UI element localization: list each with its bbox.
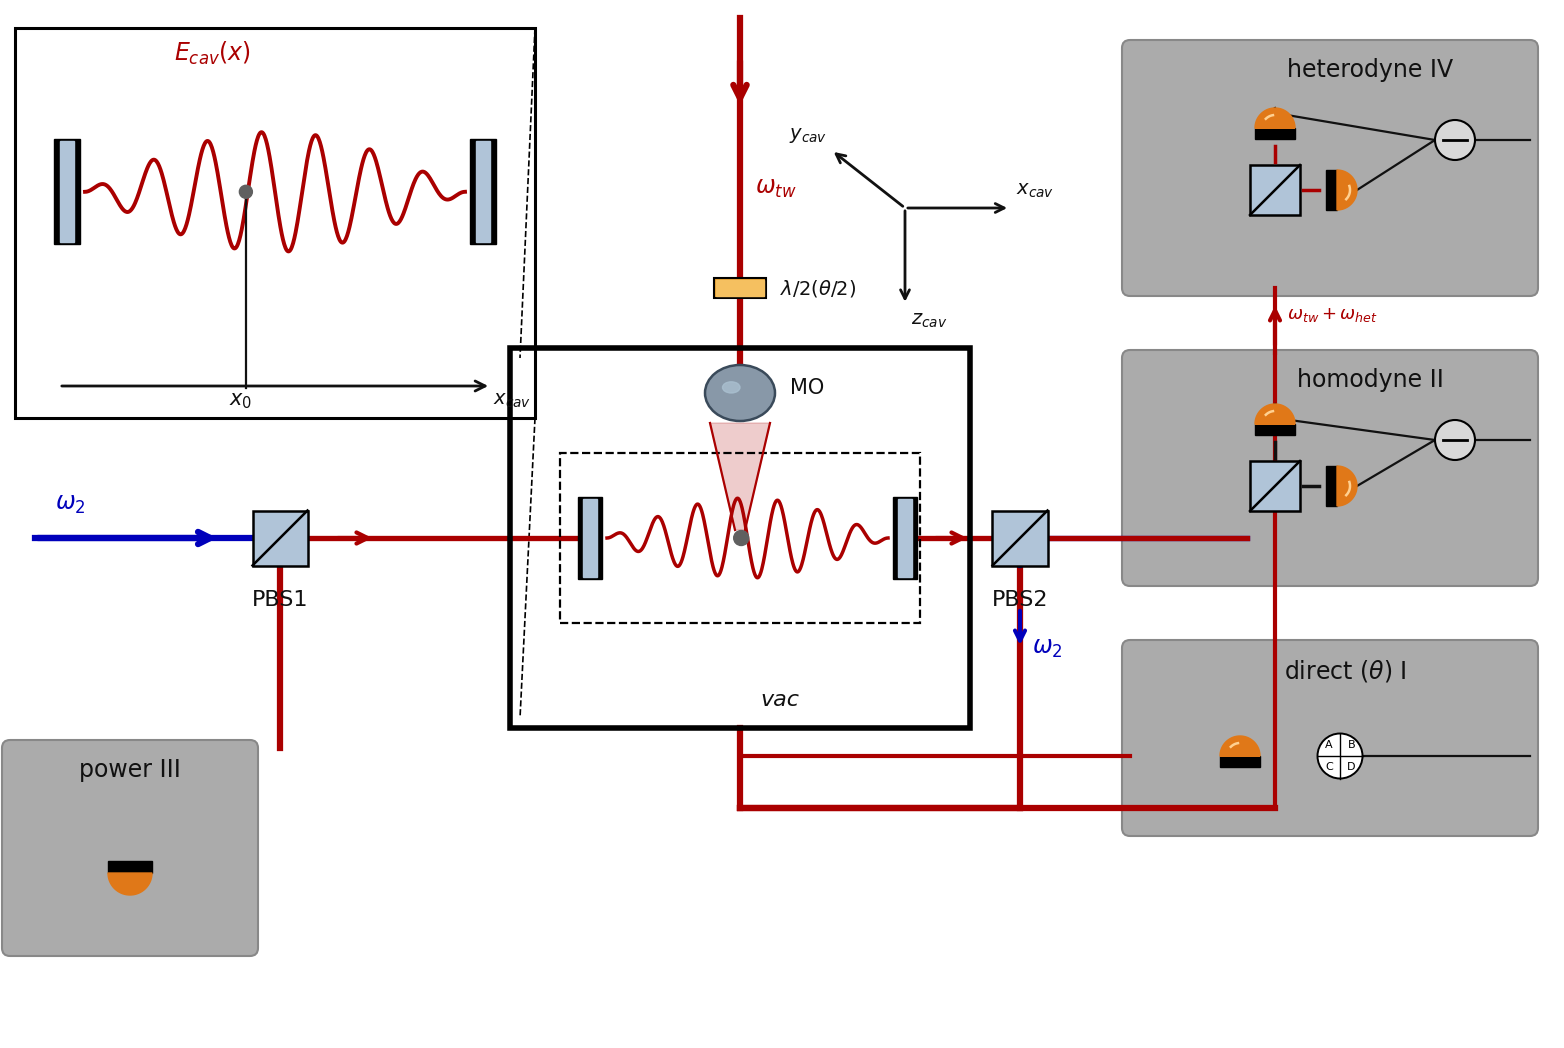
Text: $x_{cav}$: $x_{cav}$ <box>493 391 532 410</box>
Text: direct $(\theta)$ I: direct $(\theta)$ I <box>1284 658 1406 684</box>
Circle shape <box>734 530 749 546</box>
Ellipse shape <box>723 381 740 393</box>
Bar <box>252 510 308 566</box>
Text: C: C <box>1325 762 1333 772</box>
Bar <box>59 141 74 242</box>
Text: $x_{cav}$: $x_{cav}$ <box>1017 181 1054 200</box>
Bar <box>510 348 970 728</box>
Bar <box>893 497 917 578</box>
Circle shape <box>1436 121 1475 160</box>
Text: $E_{cav}(x)$: $E_{cav}(x)$ <box>174 40 252 67</box>
Polygon shape <box>1254 405 1295 424</box>
Text: PBS2: PBS2 <box>992 590 1048 610</box>
Polygon shape <box>1337 466 1358 506</box>
Bar <box>16 28 535 418</box>
Circle shape <box>239 185 252 198</box>
Bar <box>1254 424 1295 435</box>
Bar <box>471 139 496 244</box>
Text: vac: vac <box>760 690 799 709</box>
Bar <box>475 141 490 242</box>
FancyBboxPatch shape <box>1121 640 1537 836</box>
Text: MO: MO <box>790 378 824 398</box>
Bar <box>1326 466 1337 506</box>
Bar <box>583 499 596 577</box>
Circle shape <box>1317 734 1362 779</box>
Polygon shape <box>108 873 152 895</box>
Text: B: B <box>1348 740 1354 749</box>
Ellipse shape <box>705 365 776 421</box>
Bar <box>715 278 766 298</box>
Polygon shape <box>1337 170 1358 210</box>
Bar <box>108 860 152 873</box>
Bar <box>55 139 80 244</box>
Text: $y_{cav}$: $y_{cav}$ <box>790 126 827 145</box>
Polygon shape <box>710 423 769 530</box>
Text: $z_{cav}$: $z_{cav}$ <box>910 310 948 330</box>
FancyBboxPatch shape <box>1121 40 1537 296</box>
Bar <box>560 453 920 623</box>
Text: homodyne II: homodyne II <box>1297 368 1444 392</box>
Polygon shape <box>1254 108 1295 128</box>
Bar <box>1220 756 1261 767</box>
Bar <box>1250 165 1300 215</box>
Bar <box>898 499 912 577</box>
Bar <box>993 510 1048 566</box>
Text: PBS1: PBS1 <box>252 590 308 610</box>
Bar <box>1250 461 1300 511</box>
Bar <box>579 497 602 578</box>
Bar <box>716 280 763 296</box>
Bar <box>1254 128 1295 139</box>
FancyBboxPatch shape <box>1121 350 1537 586</box>
Text: $\omega_2$: $\omega_2$ <box>1032 636 1062 660</box>
Circle shape <box>1436 420 1475 460</box>
Text: A: A <box>1325 740 1333 749</box>
Polygon shape <box>1220 736 1261 756</box>
Text: $x_0$: $x_0$ <box>230 391 252 411</box>
Text: heterodyne IV: heterodyne IV <box>1287 58 1453 82</box>
Text: $\lambda/2(\theta/2)$: $\lambda/2(\theta/2)$ <box>780 278 857 299</box>
Text: $\omega_2$: $\omega_2$ <box>55 492 86 516</box>
Text: $\omega_{tw}$: $\omega_{tw}$ <box>755 176 796 200</box>
Text: power III: power III <box>80 758 181 782</box>
Bar <box>1326 170 1337 210</box>
FancyBboxPatch shape <box>2 740 258 956</box>
Text: $\omega_{tw}+\omega_{het}$: $\omega_{tw}+\omega_{het}$ <box>1287 306 1378 324</box>
Text: D: D <box>1347 762 1356 772</box>
